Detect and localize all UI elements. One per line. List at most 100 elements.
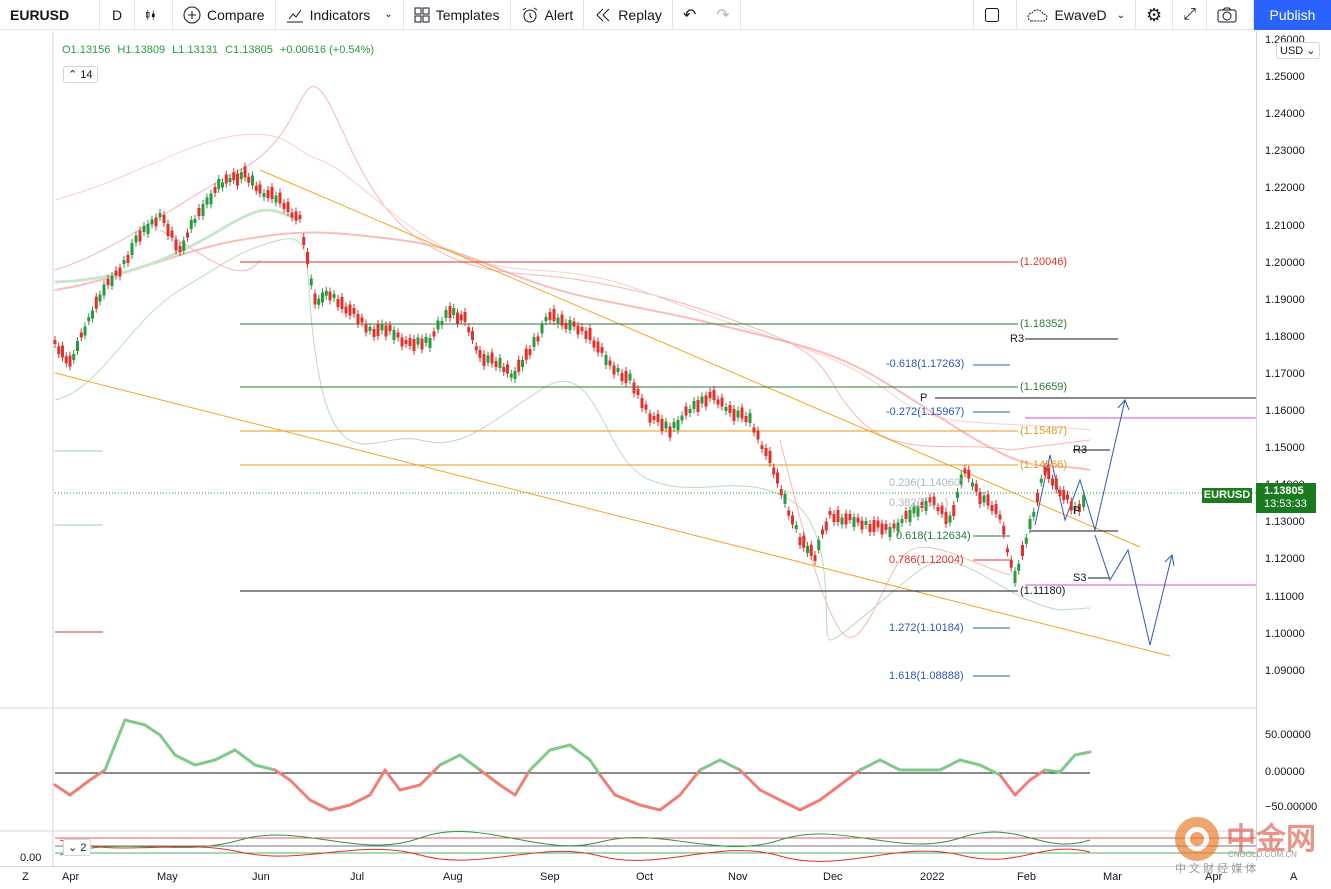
oscillator-segment	[613, 793, 642, 807]
oscillator-segment	[938, 758, 962, 772]
oscillator-segment	[818, 783, 842, 802]
oscillator-segment	[173, 753, 197, 767]
candle-body	[448, 306, 452, 318]
replay-button[interactable]: Replay	[584, 0, 673, 30]
publish-button[interactable]: Publish	[1254, 0, 1331, 30]
chevron-down-icon[interactable]: ⌄	[384, 9, 393, 20]
oscillator-segment	[458, 753, 482, 772]
oscillator-segment	[528, 748, 552, 772]
oscillator2-toggle[interactable]: ⌄ 2	[63, 839, 92, 856]
candle-body	[302, 237, 306, 245]
symbol-search[interactable]: EURUSD	[0, 0, 100, 30]
fullscreen-button[interactable]: ⤢	[1173, 0, 1207, 30]
candle-body	[1047, 467, 1051, 479]
pivot-label: R3	[1010, 333, 1025, 345]
candle-body	[732, 409, 736, 421]
oscillator-segment	[638, 803, 662, 812]
candle-body	[604, 355, 608, 365]
price-tick-label: 1.13000	[1265, 516, 1305, 529]
candle-body	[852, 517, 856, 527]
candle-body	[612, 365, 616, 375]
oscillator-segment	[398, 783, 422, 792]
candle-body	[486, 355, 490, 363]
time-tick-label: Apr	[1205, 871, 1223, 883]
candle-body	[278, 192, 282, 204]
candle-body	[243, 166, 247, 178]
chevron-down-icon[interactable]: ⌄	[1116, 9, 1126, 21]
redo-button[interactable]: ↷	[706, 0, 741, 30]
candle-body	[974, 483, 978, 492]
undo-button[interactable]: ↶	[673, 0, 706, 30]
candle-body	[513, 371, 517, 379]
oscillator-segment	[418, 763, 442, 787]
candle-body	[740, 407, 744, 419]
layout-select-button[interactable]	[972, 0, 1017, 30]
candle-body	[509, 373, 513, 378]
oscillator-segment	[233, 748, 257, 767]
candle-body	[952, 505, 956, 516]
candle-body	[91, 310, 94, 319]
candle-body	[162, 215, 166, 223]
candle-body	[290, 212, 294, 218]
oscillator-segment	[193, 758, 217, 767]
candle-body	[896, 522, 900, 532]
candle-body	[408, 338, 412, 346]
fib-label: 0.382(1.1...)	[889, 497, 949, 509]
currency-select[interactable]: USD ⌄	[1276, 42, 1320, 59]
snapshot-button[interactable]	[1207, 0, 1254, 30]
candle-body	[478, 350, 482, 358]
candle-body	[884, 524, 888, 530]
settings-button[interactable]: ⚙	[1136, 0, 1174, 30]
chart-type-button[interactable]	[135, 0, 173, 30]
osc-tick-label: 50.00000	[1265, 729, 1311, 741]
watermark: 中金网 CNGOLD.COM.CN 中 文 财 经 媒 体	[1170, 812, 1320, 875]
candle-body	[372, 329, 376, 337]
osc2-left-value: 0.00	[20, 852, 42, 864]
oscillator-segment	[588, 758, 602, 777]
candle-body	[572, 321, 576, 327]
pivot-label: P	[920, 392, 928, 404]
candle-body	[360, 317, 364, 323]
candle-body	[652, 416, 656, 420]
price-axis[interactable]: 1.26000 1.25000 1.24000 1.23000 1.22000 1.210…	[1256, 31, 1331, 861]
candle-body	[876, 520, 880, 528]
oscillator-segment	[213, 748, 237, 762]
oscillator-segment	[698, 758, 722, 772]
candle-body	[967, 469, 971, 479]
candle-body	[174, 239, 178, 251]
candle-body	[482, 354, 486, 366]
indicators-label: Indicators	[309, 6, 371, 23]
candle-body	[548, 312, 552, 320]
candle-body	[61, 345, 64, 358]
candle-body	[848, 514, 852, 520]
candle-body	[868, 524, 872, 532]
price-chart[interactable]	[0, 31, 1256, 866]
indicators-button[interactable]: Indicators ⌄	[276, 0, 404, 30]
candle-body	[1077, 504, 1081, 512]
candle-body	[828, 511, 832, 515]
goto-date-button[interactable]: Z	[22, 871, 29, 883]
candle-body	[1058, 490, 1062, 496]
compare-button[interactable]: Compare	[173, 0, 276, 30]
templates-button[interactable]: Templates	[404, 0, 511, 30]
price-tick-label: 1.20000	[1265, 256, 1305, 269]
candle-body	[376, 324, 380, 336]
layout-name-button[interactable]: EwaveD ⌄	[1017, 0, 1137, 30]
oscillator-segment	[498, 783, 517, 797]
interval-button[interactable]: D	[100, 0, 135, 30]
lower-band-red	[159, 229, 1011, 638]
cloud-icon	[1027, 9, 1048, 22]
time-tick-label: May	[157, 871, 178, 883]
candle-body	[936, 507, 940, 511]
candle-body	[247, 176, 251, 183]
candle-body	[1051, 478, 1054, 486]
time-axis[interactable]: Z Apr May Jun Jul Aug Sep Oct Nov Dec 2022 Feb Mar A…	[0, 866, 1297, 889]
candle-body	[596, 341, 600, 353]
indicators-toggle[interactable]: ⌃ 14	[63, 66, 98, 83]
price-tick-label: 1.10000	[1265, 627, 1305, 640]
candle-body	[994, 504, 998, 514]
candle-body	[1066, 494, 1069, 500]
oscillator-segment	[368, 768, 387, 797]
alert-button[interactable]: Alert	[511, 0, 585, 30]
oscillator-segment	[598, 773, 617, 797]
